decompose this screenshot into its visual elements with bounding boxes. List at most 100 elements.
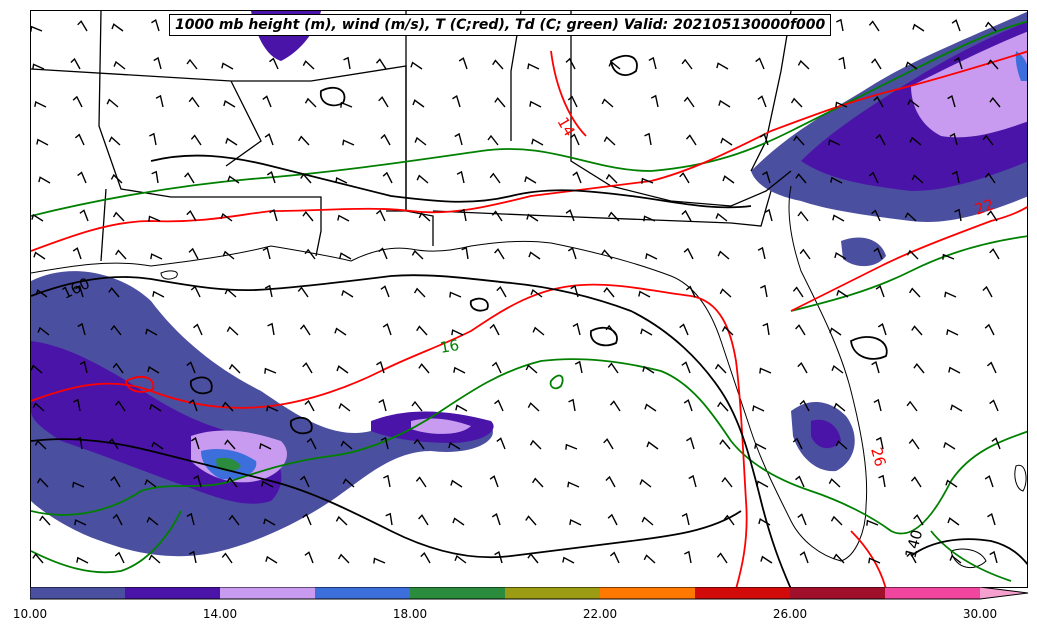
wind-barb — [838, 56, 846, 70]
wind-barb — [338, 402, 351, 412]
wind-barb — [304, 399, 315, 412]
wind-barb — [721, 325, 734, 336]
wind-barb — [904, 212, 917, 222]
temperature-contour-label: 22 — [972, 195, 996, 218]
colorbar — [30, 587, 1029, 600]
wind-barb — [113, 60, 126, 70]
wind-barb — [304, 97, 317, 108]
wind-barb — [115, 249, 127, 260]
wind-barb — [380, 436, 389, 450]
wind-barb — [375, 58, 387, 70]
height-contour — [31, 438, 742, 559]
wind-barb — [155, 94, 164, 108]
wind-barb — [875, 133, 886, 146]
wind-barb — [832, 214, 845, 222]
dewpoint-contour — [31, 510, 182, 574]
wind-barb — [942, 253, 955, 260]
wind-barb — [297, 286, 309, 298]
wind-barb — [905, 61, 918, 70]
wind-barb — [487, 134, 499, 146]
wind-barb — [866, 519, 879, 526]
wind-barb — [762, 322, 770, 336]
wind-barb — [679, 172, 690, 184]
wind-barb — [641, 177, 654, 184]
wind-barb — [911, 174, 924, 184]
wind-barb — [380, 285, 390, 298]
wind-barb — [562, 556, 575, 564]
wind-barb — [683, 247, 694, 260]
wind-barb — [569, 518, 582, 526]
dewpoint-contour — [930, 530, 1012, 582]
wind-barb — [263, 518, 276, 526]
wind-barb — [188, 96, 200, 108]
wind-barb — [190, 285, 201, 298]
wind-barb — [565, 209, 575, 222]
wind-barb — [269, 208, 278, 222]
wind-barb — [982, 285, 993, 298]
wind-barb — [193, 323, 203, 336]
colorbar-segment — [125, 587, 220, 599]
dewpoint-contour — [31, 20, 1027, 217]
wind-barb — [337, 214, 350, 222]
wind-barb — [910, 476, 922, 488]
wind-barb — [987, 513, 996, 526]
wind-barb — [226, 476, 238, 488]
wind-barb — [797, 513, 807, 526]
wind-barb — [906, 400, 918, 412]
wind-barb — [76, 556, 89, 564]
wind-barb — [494, 550, 503, 564]
wind-barb — [223, 100, 236, 108]
wind-barb — [415, 476, 427, 488]
wind-barb — [190, 134, 202, 146]
wind-barb — [605, 173, 618, 184]
wind-barb — [799, 399, 810, 412]
wind-barb — [873, 247, 883, 260]
colorbar-outline — [30, 587, 1029, 600]
wind-barb — [496, 285, 507, 298]
wind-barb — [342, 139, 355, 146]
wind-barb — [640, 328, 653, 336]
wind-barb — [752, 405, 765, 412]
wind-barb — [911, 325, 923, 336]
wind-barb — [648, 56, 657, 70]
wind-barb — [227, 175, 240, 184]
wind-barb — [77, 322, 86, 336]
wind-barb — [148, 554, 161, 564]
wind-barb — [829, 327, 842, 336]
wind-barb — [836, 289, 849, 298]
wind-barb — [262, 246, 271, 260]
wind-barb — [989, 399, 999, 412]
colorbar-segment — [600, 587, 695, 599]
wind-barb — [149, 403, 162, 412]
wind-barb — [532, 326, 545, 336]
wind-barb — [222, 250, 235, 260]
wind-barb — [833, 553, 845, 564]
wind-barb — [828, 139, 841, 146]
wind-barb — [795, 324, 806, 336]
wind-barb — [262, 95, 272, 108]
wind-barb — [39, 515, 51, 526]
wind-barb — [605, 475, 616, 488]
wind-barb — [38, 176, 51, 184]
colorbar-tick-label: 14.00 — [202, 607, 238, 621]
wind-barb — [496, 437, 506, 450]
wind-barb — [114, 400, 126, 412]
wind-barb — [949, 554, 962, 564]
wind-barb — [836, 18, 844, 32]
wind-barb — [494, 97, 506, 108]
wind-barb — [188, 399, 198, 412]
wind-barb — [31, 213, 44, 222]
wind-barb — [494, 399, 504, 412]
wind-barb — [601, 98, 614, 108]
wind-barb — [650, 94, 659, 108]
wind-barb — [454, 555, 467, 564]
wind-barb — [418, 212, 431, 222]
wind-barb — [684, 550, 692, 564]
wind-barb — [188, 247, 199, 260]
wind-barb — [755, 57, 765, 70]
temperature-contour — [550, 50, 587, 137]
dewpoint-contour — [790, 235, 1027, 312]
wind-barb — [112, 362, 124, 374]
shaded-region-gulf-core — [411, 418, 471, 434]
wind-barb — [759, 367, 772, 374]
